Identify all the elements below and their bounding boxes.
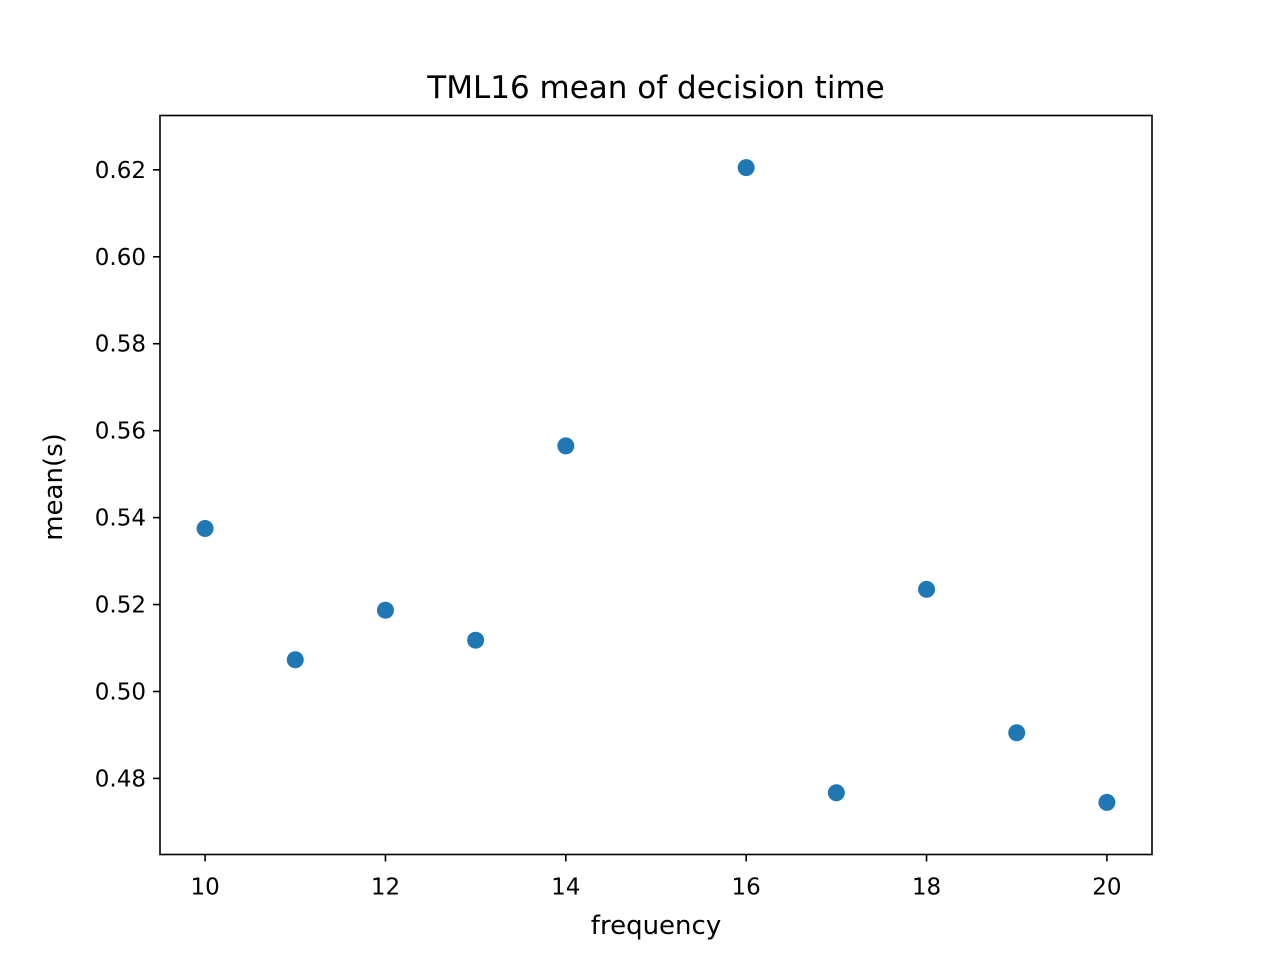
x-axis-label: frequency [591, 911, 721, 941]
x-tick-label: 12 [371, 875, 400, 901]
data-point [467, 631, 485, 649]
data-point [557, 437, 575, 455]
chart-title: TML16 mean of decision time [426, 70, 884, 106]
data-point [1008, 724, 1026, 742]
y-axis-label: mean(s) [39, 433, 69, 541]
data-point [827, 784, 845, 802]
y-tick-label: 0.56 [95, 419, 146, 445]
y-tick-label: 0.52 [95, 593, 146, 619]
x-tick-label: 18 [912, 875, 941, 901]
data-point [737, 159, 755, 177]
data-point [918, 580, 936, 598]
y-tick-label: 0.48 [95, 766, 146, 792]
x-tick-label: 16 [732, 875, 761, 901]
plot-area: 10 12 14 16 18 20 0.48 0.50 0.52 0.54 0.56 0.58 0.60… [95, 158, 1122, 901]
y-tick-label: 0.50 [95, 679, 146, 705]
data-point [376, 601, 394, 619]
y-tick-label: 0.62 [95, 158, 146, 184]
data-point [286, 651, 304, 669]
data-point [1098, 793, 1116, 811]
data-point [196, 519, 214, 537]
x-tick-label: 14 [551, 875, 580, 901]
y-tick-label: 0.58 [95, 332, 146, 358]
axes-frame [159, 114, 1153, 856]
y-tick-label: 0.54 [95, 506, 146, 532]
y-tick-label: 0.60 [95, 245, 146, 271]
x-tick-label: 10 [190, 875, 219, 901]
x-tick-label: 20 [1092, 875, 1121, 901]
